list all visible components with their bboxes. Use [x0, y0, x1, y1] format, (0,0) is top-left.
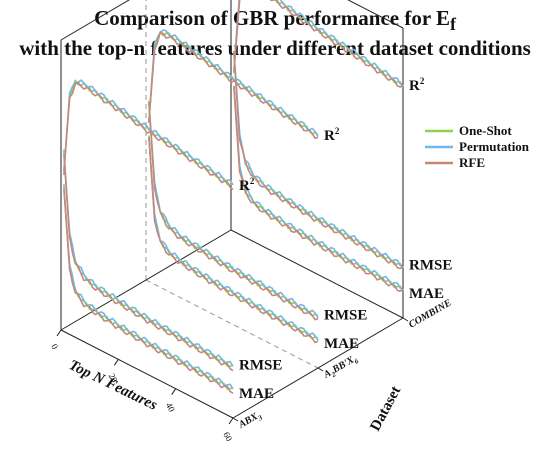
- series-line-permutation-r2: [233, 0, 404, 87]
- legend-label: One-Shot: [459, 123, 512, 138]
- axis-edge-top-back: [60, 0, 130, 41]
- series-line-one-shot-r2: [233, 0, 404, 88]
- series-line-rfe-mae: [63, 189, 234, 394]
- series-line-permutation-mae: [63, 185, 234, 390]
- x-tick-label: 0: [49, 342, 60, 351]
- metric-label-mae: MAE: [239, 386, 274, 402]
- series-line-one-shot-rmse: [148, 100, 319, 317]
- series-line-rfe-rmse: [148, 102, 319, 321]
- series-line-permutation-mae: [233, 85, 404, 291]
- series-line-one-shot-mae: [63, 184, 234, 390]
- axis-edge-right-floor: [230, 229, 404, 319]
- dataset-tick-mark: [402, 317, 409, 322]
- metric-label-rmse: RMSE: [324, 307, 367, 323]
- legend-label: Permutation: [459, 139, 530, 154]
- axis-edge-top-right: [347, 0, 404, 29]
- series-line-permutation-rmse: [63, 151, 234, 367]
- series-line-one-shot-rmse: [233, 52, 404, 269]
- series-line-rfe-rmse: [63, 154, 234, 372]
- series-line-rfe-r2: [233, 0, 404, 88]
- metric-label-mae: MAE: [324, 336, 359, 352]
- axes-frame: [56, 0, 409, 425]
- series-line-permutation-rmse: [233, 51, 404, 268]
- series-line-permutation-rmse: [148, 102, 319, 319]
- metric-label-mae: MAE: [409, 286, 444, 302]
- chart-title-subscript: f: [450, 14, 456, 35]
- series-line-one-shot-mae: [148, 135, 319, 340]
- metric-label-r2: R2: [409, 76, 425, 94]
- series-line-one-shot-mae: [233, 87, 404, 292]
- dataset-tick-label: A2BB'X6: [321, 353, 360, 383]
- dashed-guide-mid-floor: [145, 279, 319, 369]
- dataset-tick-mark: [317, 367, 324, 372]
- series-line-rfe-r2: [63, 81, 234, 191]
- chart-title-line-2: with the top-n features under different …: [19, 36, 531, 60]
- axis-edge-features: [60, 329, 234, 419]
- metric-label-rmse: RMSE: [409, 257, 452, 273]
- series-line-rfe-mae: [233, 85, 404, 293]
- data-curves: [63, 0, 404, 394]
- metric-label-r2: R2: [239, 176, 255, 194]
- x-tick-mark: [171, 388, 177, 395]
- series-line-rfe-rmse: [233, 51, 404, 270]
- dataset-tick-mark: [232, 417, 239, 422]
- x-axis-label: Top N Features: [66, 357, 160, 414]
- series-line-rfe-r2: [148, 31, 319, 139]
- axis-edge-back-floor: [60, 229, 232, 331]
- x-tick-mark: [56, 329, 62, 337]
- series-line-one-shot-r2: [148, 31, 319, 136]
- series-line-rfe-mae: [148, 137, 319, 344]
- chart-title-main: Comparison of GBR performance for E: [94, 6, 451, 30]
- metric-label-r2: R2: [324, 126, 340, 144]
- metric-label-rmse: RMSE: [239, 357, 282, 373]
- chart-title-line-1: Comparison of GBR performance for Ef: [0, 6, 550, 35]
- x-tick-label: 40: [164, 401, 177, 414]
- x-tick-mark: [228, 417, 234, 425]
- legend-label: RFE: [459, 155, 485, 170]
- dataset-axis-label: Dataset: [367, 384, 404, 434]
- series-line-permutation-mae: [148, 136, 319, 341]
- x-tick-mark: [113, 359, 119, 366]
- dataset-tick-label: COMBINE: [407, 297, 454, 330]
- dataset-tick-label: ABX3: [236, 409, 264, 433]
- x-tick-label: 60: [221, 430, 234, 443]
- series-line-permutation-r2: [148, 29, 319, 137]
